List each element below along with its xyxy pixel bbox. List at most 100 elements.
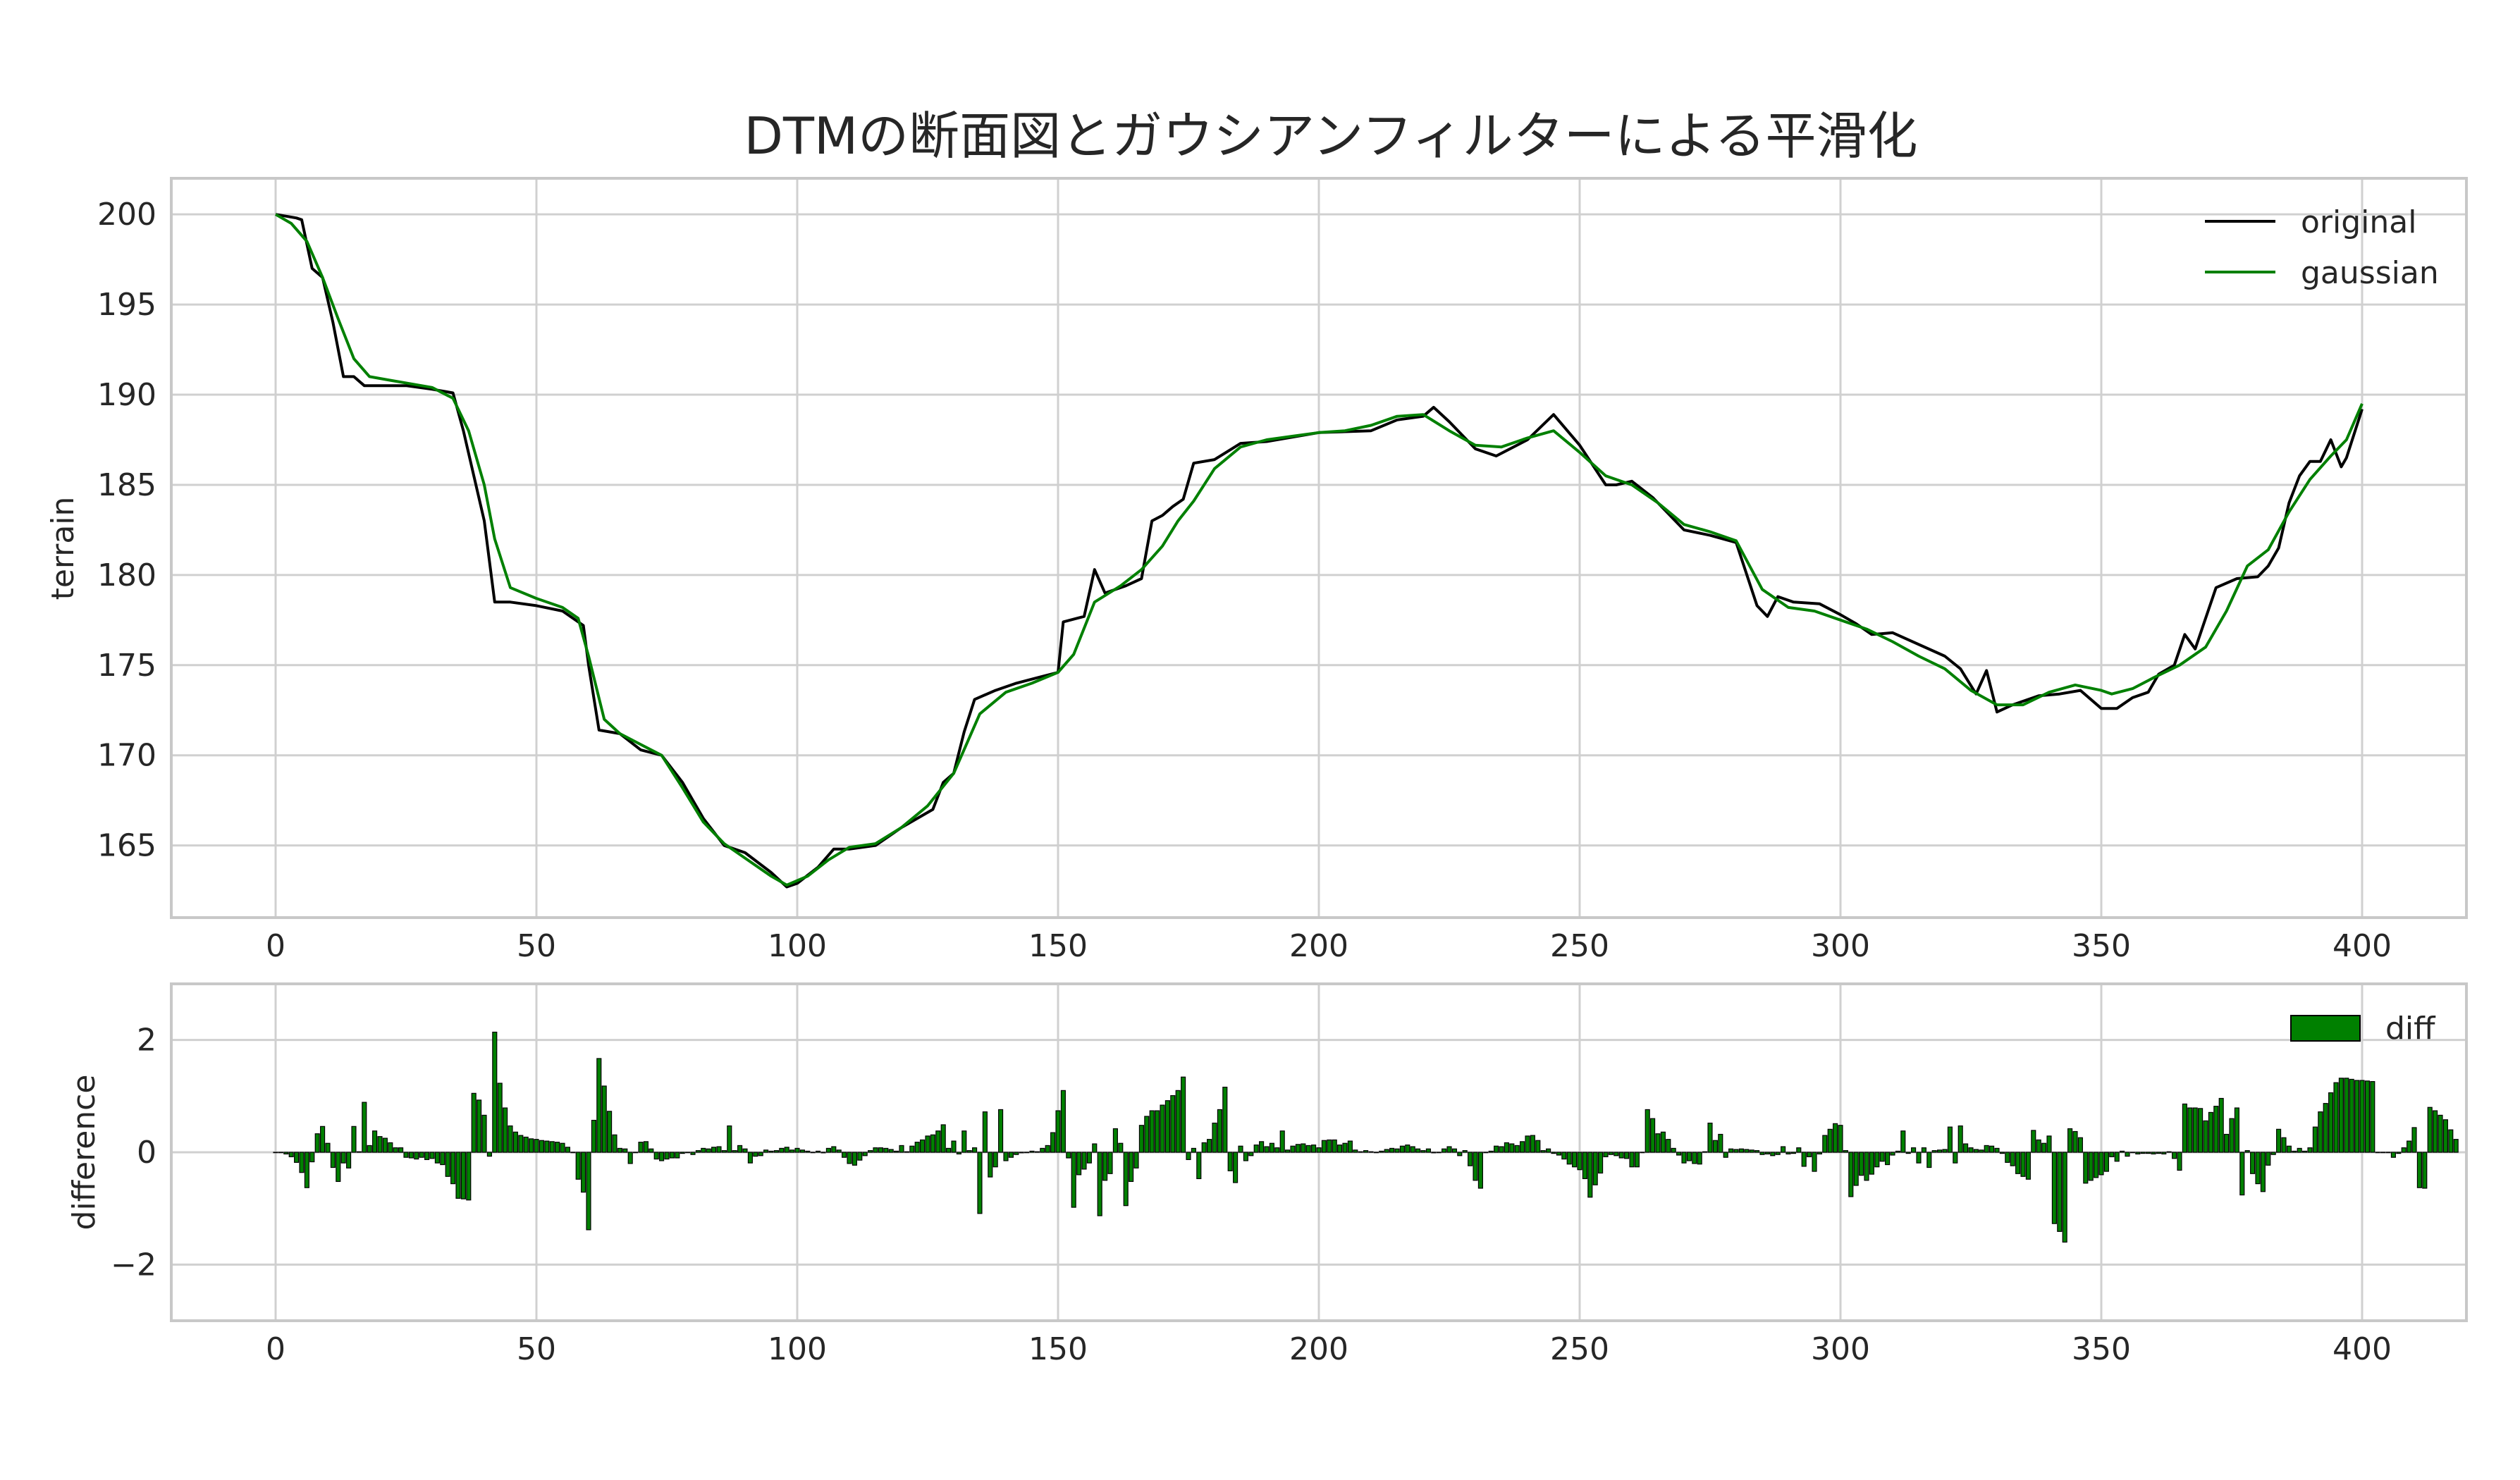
diff-bar [1525,1135,1530,1153]
diff-bar [1572,1152,1578,1168]
x-tick-label: 300 [1811,928,1870,964]
diff-bar [695,1150,701,1153]
diff-bar [2031,1130,2036,1153]
diff-bar [2172,1152,2177,1159]
diff-bar [664,1152,670,1160]
diff-bar [1629,1152,1635,1168]
diff-bar [1989,1145,1995,1153]
diff-bar [2407,1140,2412,1153]
diff-bar [2072,1130,2078,1153]
diff-bar [2234,1107,2239,1153]
diff-bar [2276,1128,2282,1153]
diff-bar [836,1149,842,1153]
diff-bar [2156,1152,2161,1154]
y-tick-label: 190 [97,377,156,413]
diff-bar [2213,1106,2219,1153]
diff-bar [2224,1133,2230,1153]
diff-bar [1076,1152,1082,1176]
diff-bar [1112,1128,1118,1153]
diff-bar [894,1150,899,1153]
diff-bar [1869,1152,1874,1175]
difference-plot-frame [170,982,2468,1322]
diff-bar [622,1148,628,1153]
diff-bar [575,1152,581,1180]
diff-bar [2359,1080,2365,1153]
y-tick-label: 200 [97,197,156,233]
x-tick-label: 300 [1811,1331,1870,1367]
diff-bar [1102,1152,1108,1181]
diff-bar [1451,1148,1457,1153]
diff-bar [466,1152,472,1201]
diff-bar [372,1130,378,1153]
diff-bar [1931,1150,1937,1153]
terrain-plot-frame [170,177,2468,919]
diff-bar [638,1142,644,1153]
diff-bar [1253,1145,1259,1153]
diff-bar [393,1147,398,1153]
diff-bar [1692,1152,1697,1164]
diff-bar [2281,1137,2287,1153]
diff-bar [1728,1148,1734,1153]
diff-bar [2103,1152,2109,1172]
diff-bar [1483,1152,1489,1154]
diff-bar [529,1138,534,1153]
diff-bar [685,1152,691,1154]
diff-bar [1973,1149,1979,1153]
diff-bar [273,1152,278,1154]
diff-bar [998,1109,1004,1153]
diff-bar [727,1125,732,1153]
diff-bar [732,1150,737,1153]
diff-bar [1050,1132,1056,1153]
diff-bar [1843,1150,1848,1153]
legend-original-label: original [2301,204,2416,240]
diff-bar [1129,1152,1134,1183]
diff-bar [659,1152,665,1161]
diff-bar [799,1149,805,1153]
diff-bar [982,1111,988,1153]
diff-bar [2041,1142,2047,1153]
diff-bar [1248,1152,1254,1157]
diff-bar [2370,1081,2375,1153]
diff-bar [988,1152,993,1178]
diff-bar [831,1146,837,1153]
diff-bar [742,1148,748,1153]
diff-bar [2010,1152,2015,1166]
diff-bar [1504,1142,1509,1153]
diff-bar [1546,1148,1551,1153]
diff-bar [1305,1145,1311,1153]
diff-bar [1446,1146,1452,1153]
diff-bar [1442,1148,1447,1153]
x-tick-label: 250 [1550,1331,1609,1367]
diff-bar [972,1147,978,1153]
diff-bar [1337,1145,1343,1153]
diff-bar [1285,1149,1291,1153]
diff-bar [956,1152,961,1154]
diff-bar [1718,1133,1723,1153]
diff-bar [873,1147,878,1153]
diff-bar [1999,1152,2005,1154]
diff-bar [1295,1144,1301,1153]
diff-bar [2062,1152,2067,1243]
diff-bar [1764,1152,1770,1154]
diff-bar [2151,1152,2156,1154]
diff-bar [2109,1152,2115,1157]
diff-bar [1963,1143,1969,1153]
diff-bar [1655,1133,1661,1153]
diff-bar [1984,1145,1989,1153]
diff-bar [2005,1152,2010,1163]
diff-bar [340,1152,346,1164]
diff-bar [1681,1152,1687,1164]
diff-bar [1389,1147,1395,1153]
diff-bar [2094,1152,2099,1178]
diff-bar [2250,1152,2256,1174]
diff-bar [737,1145,743,1153]
diff-bar [1874,1152,1880,1168]
x-tick-label: 100 [768,928,827,964]
diff-bar [518,1135,524,1153]
diff-bar [1274,1147,1280,1153]
y-tick-label: 180 [97,557,156,593]
diff-bar [1259,1141,1265,1153]
diff-bar [1827,1128,1833,1153]
diff-bar [429,1152,435,1159]
diff-bar [1530,1135,1535,1153]
